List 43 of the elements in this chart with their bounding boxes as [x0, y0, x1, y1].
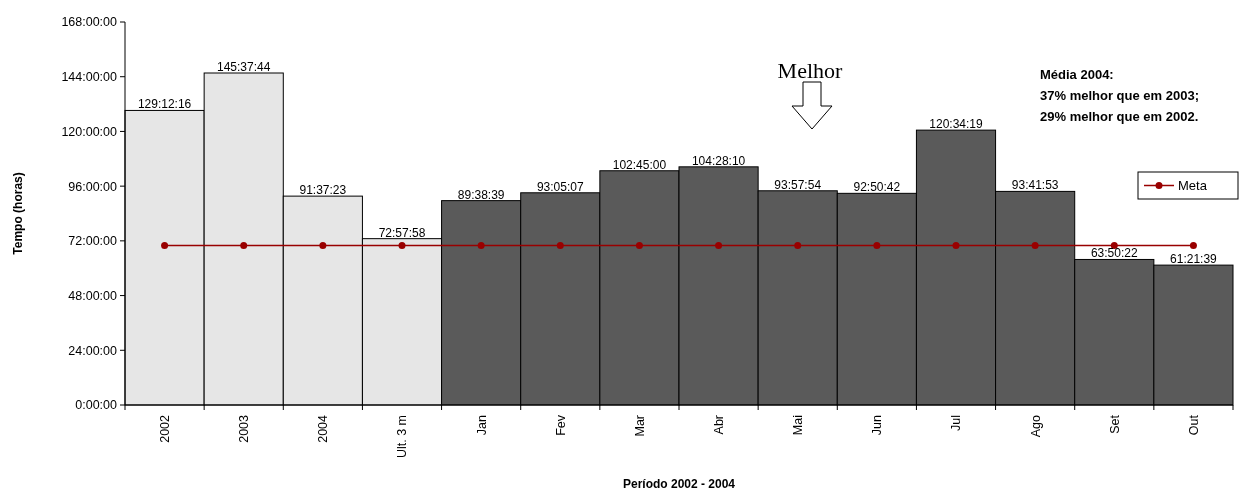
x-tick-label: Abr: [711, 415, 726, 435]
x-tick-label: Jun: [870, 414, 885, 436]
data-label: 93:05:07: [536, 179, 584, 194]
y-tick-label: 48:00:00: [68, 288, 118, 303]
data-label: 145:37:44: [217, 60, 271, 74]
y-tick-label: 72:00:00: [68, 234, 118, 249]
data-label: 93:57:54: [774, 177, 822, 192]
x-tick-label: Set: [1107, 414, 1122, 434]
x-tick-label: Mai: [791, 415, 806, 436]
x-tick-label: Fev: [553, 414, 568, 436]
x-tick-label: Ago: [1028, 414, 1043, 438]
data-label: 102:45:00: [612, 157, 667, 172]
y-tick-label: 168:00:00: [61, 15, 118, 30]
y-tick-label: 120:00:00: [61, 124, 118, 139]
y-tick-label: 0:00:00: [75, 398, 118, 413]
data-label: 91:37:23: [299, 183, 347, 198]
data-label: 63:50:22: [1090, 246, 1138, 261]
annotation: Melhor: [777, 58, 844, 83]
y-tick-label: 24:00:00: [68, 343, 118, 358]
y-tick-label: 144:00:00: [61, 70, 118, 85]
x-tick-label: Jul: [949, 415, 964, 431]
annotation: 37% melhor que em 2003;: [1040, 88, 1199, 103]
x-tick-label: 2003: [237, 414, 252, 443]
data-label: 89:38:39: [457, 187, 505, 202]
x-tick-label: Out: [1186, 414, 1201, 436]
data-label: 120:34:19: [929, 117, 984, 132]
y-axis-title: Tempo (horas): [11, 172, 25, 255]
x-tick-label: Jan: [474, 414, 489, 436]
legend-label: Meta: [1178, 178, 1208, 194]
data-label: 129:12:16: [137, 97, 192, 112]
data-label: 72:57:58: [378, 225, 426, 240]
x-tick-label: 2002: [157, 414, 172, 443]
x-tick-label: Mar: [632, 415, 647, 437]
y-tick-label: 96:00:00: [68, 179, 118, 194]
data-label: 104:28:10: [691, 153, 746, 168]
x-tick-label: 2004: [316, 414, 331, 443]
data-label: 92:50:42: [853, 180, 901, 195]
annotation: Média 2004:: [1040, 67, 1114, 82]
annotation: 29% melhor que em 2002.: [1040, 109, 1199, 124]
x-tick-label: Ult. 3 m: [395, 415, 410, 459]
data-label: 93:41:53: [1011, 178, 1059, 193]
x-axis-title: Período 2002 - 2004: [622, 477, 736, 491]
data-label: 61:21:39: [1170, 252, 1218, 267]
